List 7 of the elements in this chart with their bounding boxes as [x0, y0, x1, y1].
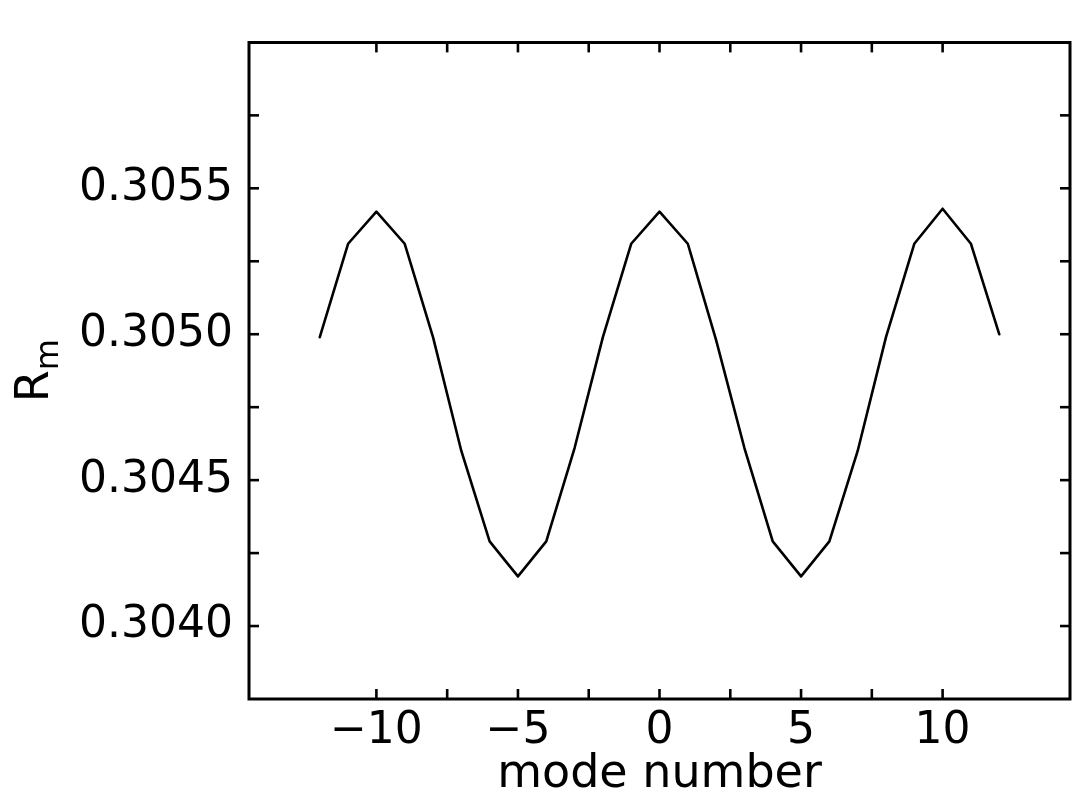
y-axis-title: Rm [4, 339, 67, 403]
y-tick-label: 0.3055 [79, 158, 233, 210]
y-tick-label: 0.3040 [79, 596, 233, 648]
x-tick-label: 10 [914, 701, 971, 753]
y-tick-label: 0.3050 [79, 304, 233, 356]
y-tick-label: 0.3045 [79, 450, 233, 502]
x-tick-label: −10 [329, 701, 423, 753]
